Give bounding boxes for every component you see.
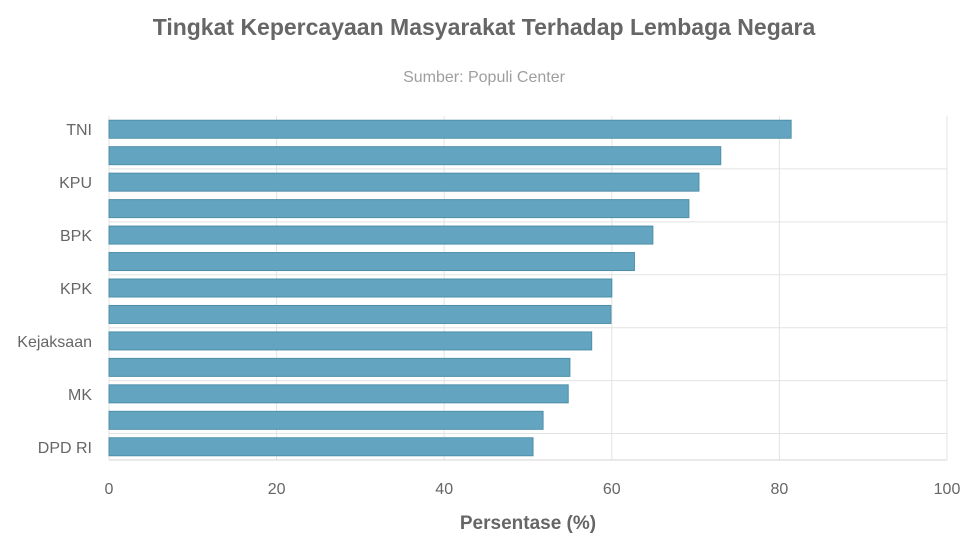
y-tick-label: KPK xyxy=(60,281,92,298)
x-tick-labels: 0 20 40 60 80 100 xyxy=(105,481,961,498)
y-tick-label: BPK xyxy=(60,228,92,245)
y-tick-label: TNI xyxy=(66,122,92,139)
x-tick-label: 80 xyxy=(771,481,789,498)
chart-subtitle: Sumber: Populi Center xyxy=(403,69,565,86)
bar xyxy=(108,278,613,298)
bar xyxy=(108,304,612,324)
bar-layer xyxy=(108,119,792,457)
y-tick-label: Kejaksaan xyxy=(17,334,92,351)
y-tick-label: DPD RI xyxy=(38,440,92,457)
bar xyxy=(108,199,690,219)
bar xyxy=(108,384,569,404)
bar xyxy=(108,357,571,377)
bar xyxy=(108,119,792,139)
y-tick-label: MK xyxy=(68,387,92,404)
bar xyxy=(108,172,700,192)
bar xyxy=(108,252,635,272)
chart-title: Tingkat Kepercayaan Masyarakat Terhadap … xyxy=(152,14,816,40)
x-tick-label: 100 xyxy=(934,481,961,498)
x-tick-label: 20 xyxy=(268,481,286,498)
bar xyxy=(108,225,654,245)
x-tick-label: 0 xyxy=(105,481,114,498)
y-tick-label: KPU xyxy=(59,175,92,192)
y-tick-labels: TNI KPU BPK KPK Kejaksaan MK DPD RI xyxy=(17,122,92,457)
bar xyxy=(108,146,722,166)
x-tick-label: 60 xyxy=(603,481,621,498)
bar xyxy=(108,331,593,351)
bar xyxy=(108,410,544,430)
x-axis-title: Persentase (%) xyxy=(460,513,596,534)
bar xyxy=(108,437,534,457)
x-tick-label: 40 xyxy=(435,481,453,498)
